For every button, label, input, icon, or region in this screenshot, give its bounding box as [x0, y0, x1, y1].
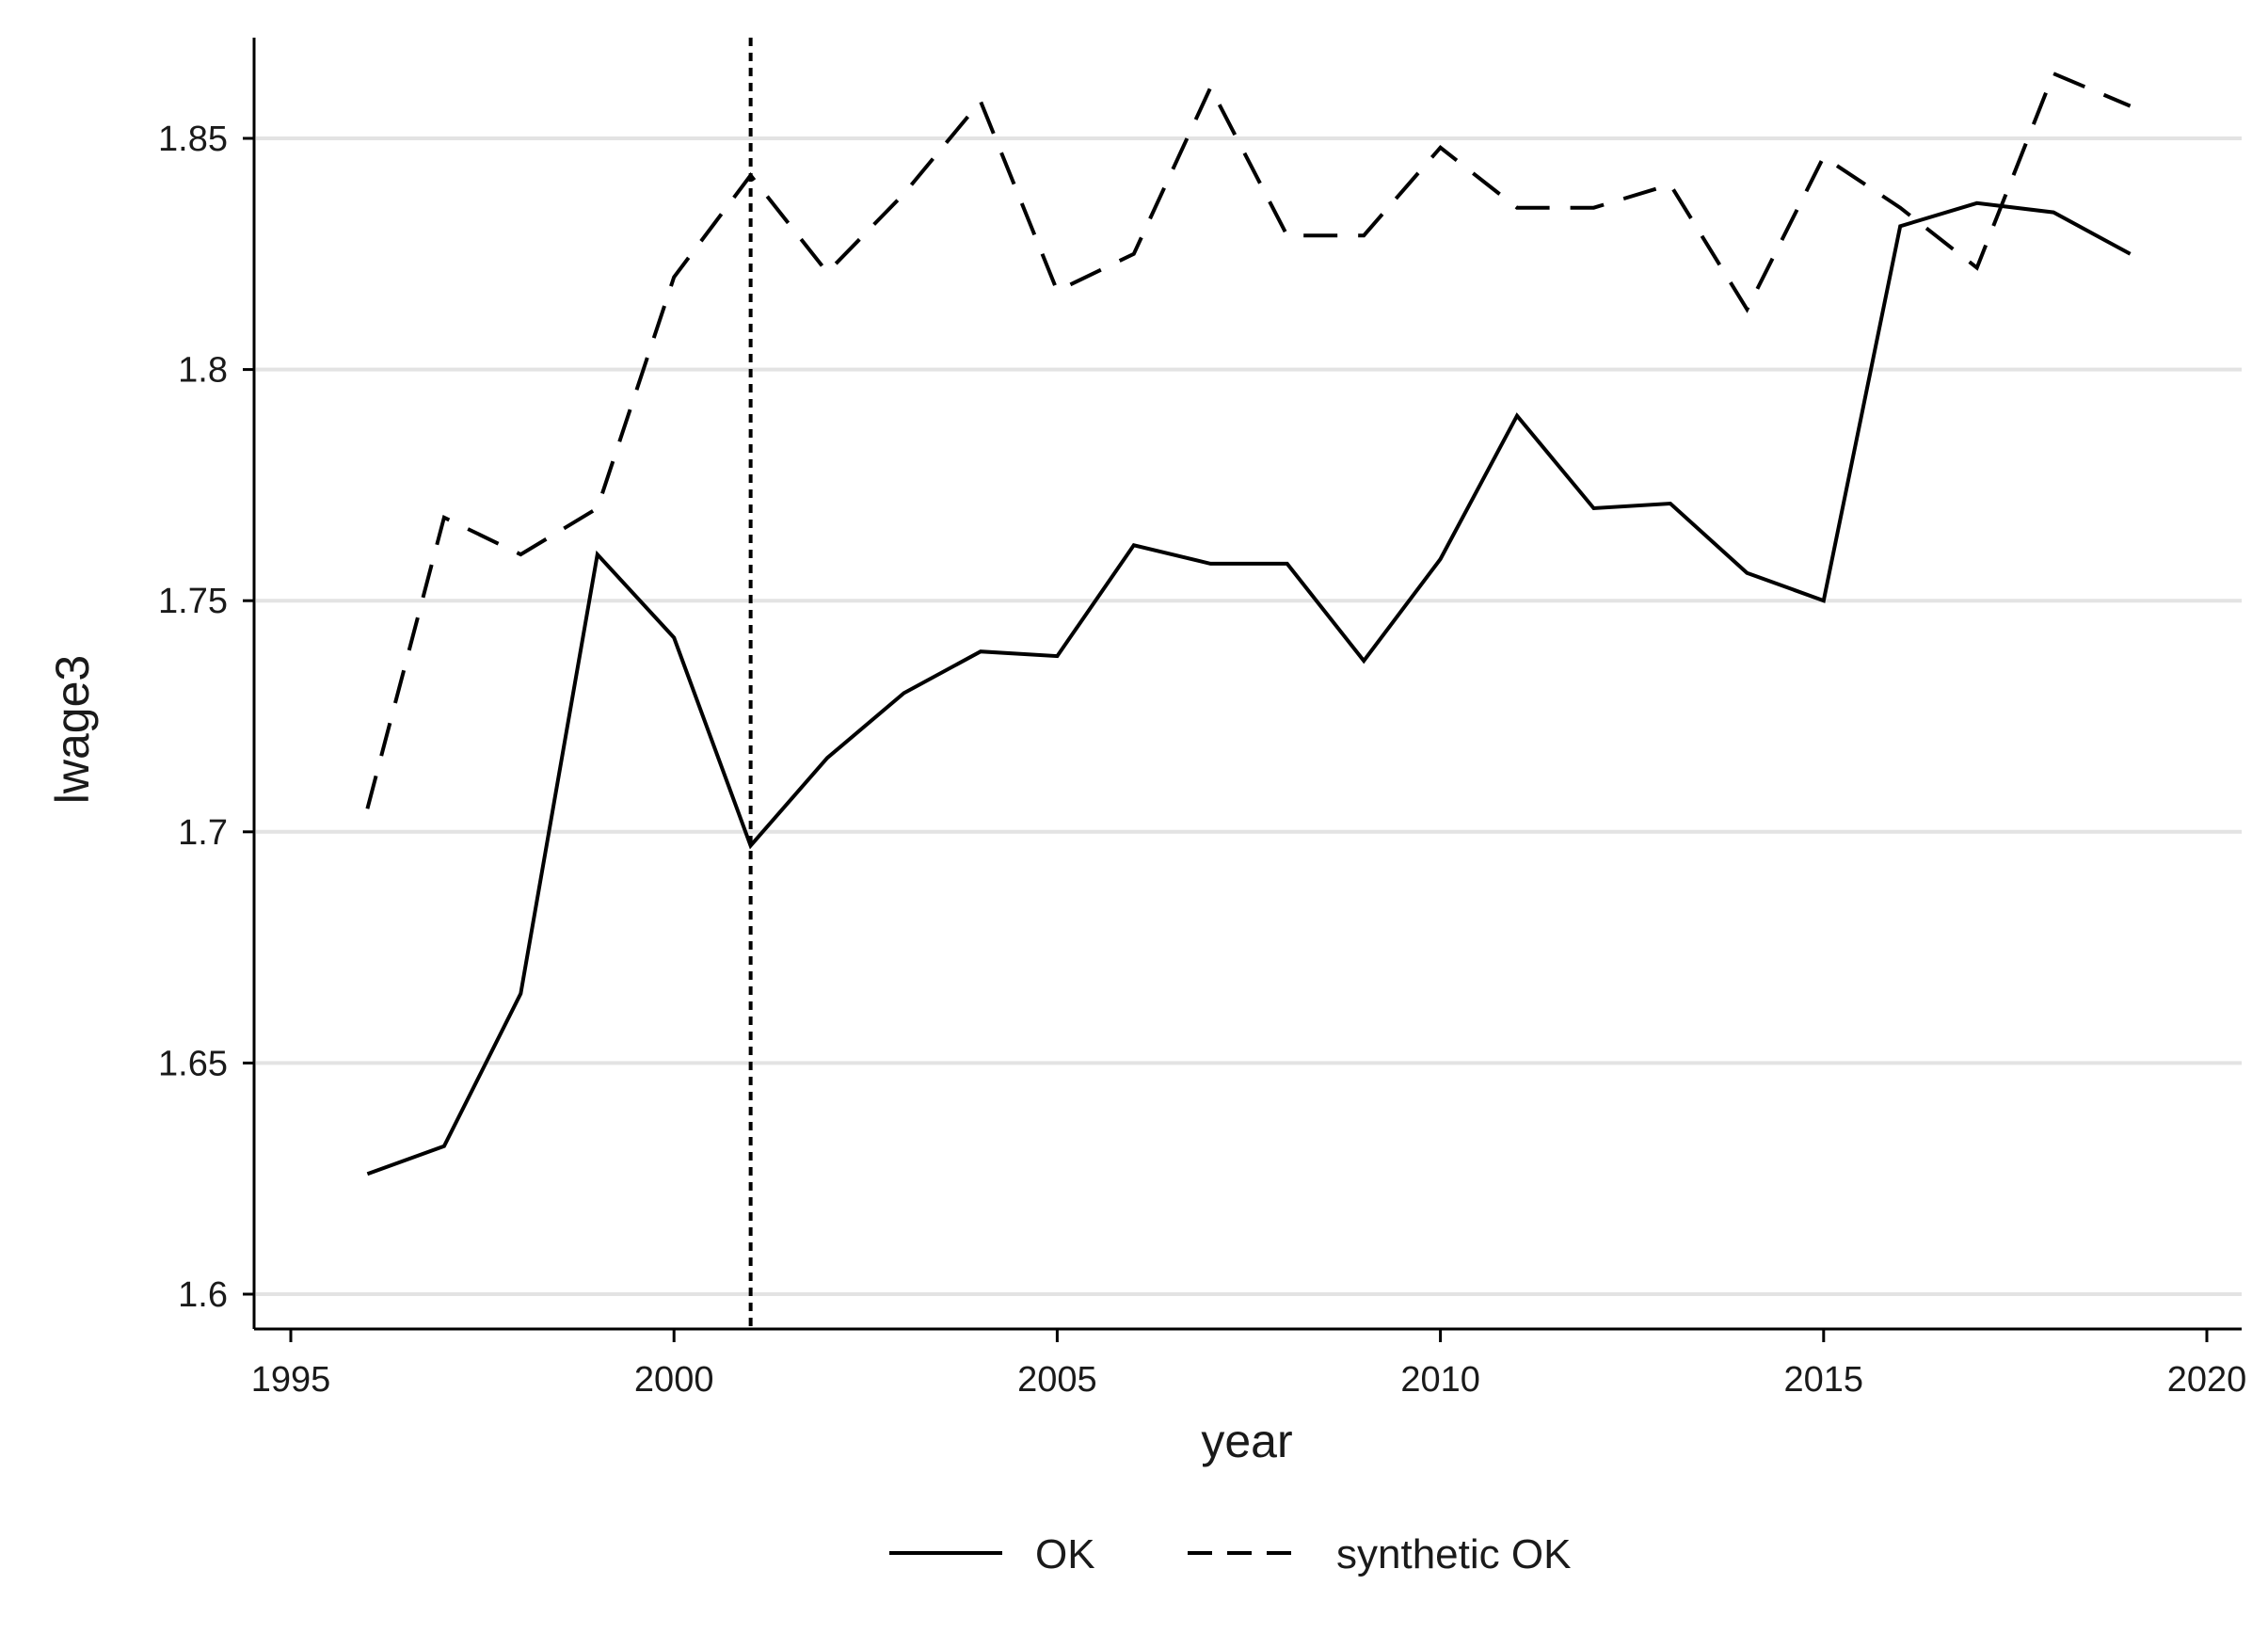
axes [252, 38, 2242, 1331]
y-tick-label: 1.6 [178, 1275, 228, 1315]
series-line-synthetic-ok [365, 71, 2132, 809]
series-layer [365, 71, 2132, 1177]
legend: OK synthetic OK [889, 1531, 1571, 1577]
y-tick-label: 1.85 [158, 120, 228, 159]
x-ticks: 1995 2000 2005 2010 2015 2020 [251, 1329, 2247, 1400]
x-tick-label: 2020 [2167, 1360, 2247, 1400]
y-tick-label: 1.65 [158, 1044, 228, 1083]
legend-label-synthetic-ok: synthetic OK [1336, 1531, 1571, 1577]
series-synthetic-ok [365, 71, 2132, 809]
series-line-ok [366, 200, 2132, 1177]
gridlines [256, 136, 2242, 1296]
y-tick-label: 1.75 [158, 582, 228, 621]
x-tick-label: 2000 [634, 1360, 714, 1400]
x-tick-label: 2015 [1784, 1360, 1864, 1400]
y-tick-label: 1.7 [178, 813, 228, 853]
y-axis-title: lwage3 [46, 655, 99, 804]
legend-label-ok: OK [1035, 1531, 1095, 1577]
x-tick-label: 2010 [1400, 1360, 1480, 1400]
y-ticks: 1.6 1.65 1.7 1.75 1.8 1.85 [158, 120, 254, 1315]
x-tick-label: 1995 [251, 1360, 331, 1400]
series-ok [366, 200, 2132, 1177]
y-tick-label: 1.8 [178, 351, 228, 391]
x-axis-title: year [1201, 1415, 1292, 1467]
x-tick-label: 2005 [1017, 1360, 1097, 1400]
